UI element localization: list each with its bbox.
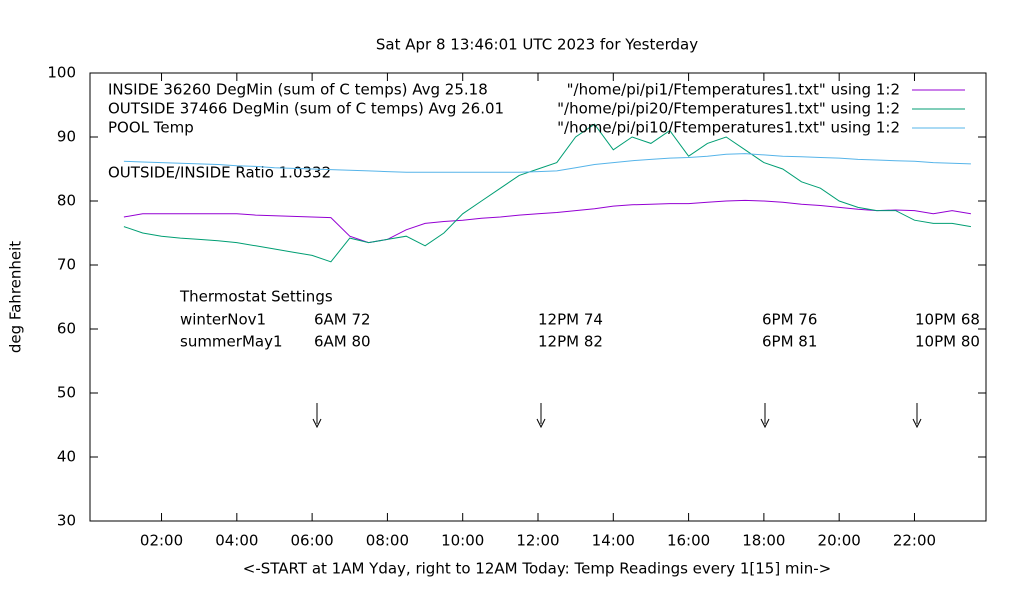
x-tick-label: 04:00	[215, 532, 258, 550]
thermostat-title: Thermostat Settings	[179, 288, 333, 306]
chart-title: Sat Apr 8 13:46:01 UTC 2023 for Yesterda…	[376, 36, 698, 54]
x-tick-label: 08:00	[366, 532, 409, 550]
thermostat-cell: 10PM 68	[915, 311, 980, 329]
ratio-annotation: OUTSIDE/INSIDE Ratio 1.0332	[108, 164, 331, 182]
thermostat-cell: 12PM 82	[538, 333, 603, 351]
y-tick-label: 60	[57, 320, 76, 338]
x-tick-label: 14:00	[592, 532, 635, 550]
thermostat-cell: 6PM 76	[762, 311, 817, 329]
thermostat-cell: 6AM 72	[314, 311, 371, 329]
arrow	[760, 403, 770, 429]
thermostat-cell: winterNov1	[180, 311, 266, 329]
x-axis-label: <-START at 1AM Yday, right to 12AM Today…	[243, 560, 831, 578]
x-tick-label: 20:00	[818, 532, 861, 550]
y-tick-label: 30	[57, 512, 76, 530]
x-tick-label: 16:00	[667, 532, 710, 550]
thermostat-cell: 6AM 80	[314, 333, 371, 351]
series-line	[123, 153, 971, 173]
arrow	[912, 403, 922, 429]
thermostat-cell: 10PM 80	[915, 333, 980, 351]
y-tick-label: 70	[57, 256, 76, 274]
x-tick-label: 10:00	[441, 532, 484, 550]
legend-source: "/home/pi/pi10/Ftemperatures1.txt" using…	[557, 119, 900, 137]
x-tick-label: 18:00	[742, 532, 785, 550]
y-tick-label: 100	[47, 64, 76, 82]
thermostat-cell: 6PM 81	[762, 333, 817, 351]
legend-label: INSIDE 36260 DegMin (sum of C temps) Avg…	[108, 81, 488, 99]
thermostat-cell: 12PM 74	[538, 311, 603, 329]
legend-source: "/home/pi/pi1/Ftemperatures1.txt" using …	[567, 81, 900, 99]
y-tick-label: 50	[57, 384, 76, 402]
legend-label: OUTSIDE 37466 DegMin (sum of C temps) Av…	[108, 100, 504, 118]
y-tick-label: 80	[57, 192, 76, 210]
thermostat-cell: summerMay1	[180, 333, 283, 351]
arrow	[536, 403, 546, 429]
x-tick-label: 02:00	[140, 532, 183, 550]
arrows	[312, 403, 922, 429]
x-tick-label: 22:00	[893, 532, 936, 550]
x-tick-label: 12:00	[516, 532, 559, 550]
legend-label: POOL Temp	[108, 119, 194, 137]
y-tick-label: 90	[57, 128, 76, 146]
y-axis-label: deg Fahrenheit	[7, 241, 25, 353]
series-line	[123, 199, 971, 244]
x-tick-label: 06:00	[291, 532, 334, 550]
y-tick-label: 40	[57, 448, 76, 466]
arrow	[312, 403, 322, 429]
series-line	[123, 123, 971, 263]
legend-source: "/home/pi/pi20/Ftemperatures1.txt" using…	[557, 100, 900, 118]
